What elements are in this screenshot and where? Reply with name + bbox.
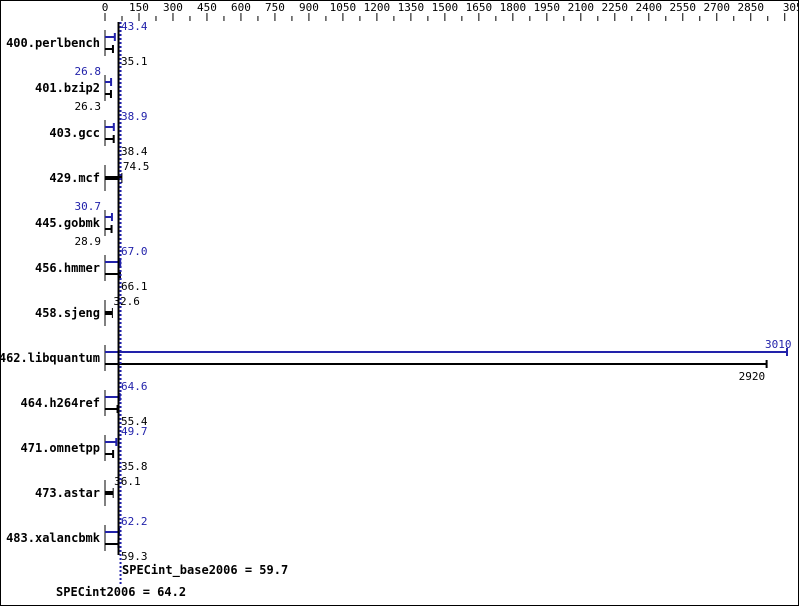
benchmark-label: 483.xalancbmk: [6, 531, 101, 545]
base-value-label: 59.3: [121, 550, 148, 563]
peak-value-label: 30.7: [75, 200, 102, 213]
peak-value-label: 43.4: [121, 20, 148, 33]
base-value-label: 35.8: [121, 460, 148, 473]
peak-mean-label: SPECint2006 = 64.2: [56, 585, 186, 599]
benchmark-label: 473.astar: [35, 486, 100, 500]
base-value-label: 28.9: [75, 235, 102, 248]
base-bar: [105, 176, 122, 180]
base-value-label: 66.1: [121, 280, 148, 293]
benchmark-label: 400.perlbench: [6, 36, 100, 50]
benchmark-label: 429.mcf: [49, 171, 100, 185]
base-value-label: 26.3: [75, 100, 102, 113]
x-tick-label: 1650: [466, 1, 493, 14]
benchmark-label: 401.bzip2: [35, 81, 100, 95]
x-tick-label: 1350: [398, 1, 425, 14]
peak-value-label: 26.8: [75, 65, 102, 78]
x-tick-label: 2550: [670, 1, 697, 14]
x-tick-label: 2700: [704, 1, 731, 14]
peak-value-label: 64.6: [121, 380, 148, 393]
base-mean-label: SPECint_base2006 = 59.7: [122, 563, 288, 578]
x-tick-label: 600: [231, 1, 251, 14]
x-tick-label: 300: [163, 1, 183, 14]
x-tick-label: 2850: [737, 1, 764, 14]
benchmark-label: 445.gobmk: [35, 216, 101, 230]
base-value-label: 35.1: [121, 55, 148, 68]
x-tick-label: 2250: [602, 1, 629, 14]
x-tick-label: 1800: [500, 1, 527, 14]
benchmark-label: 464.h264ref: [21, 396, 100, 410]
benchmark-label: 462.libquantum: [0, 351, 100, 365]
x-tick-label: 900: [299, 1, 319, 14]
x-tick-label: 1950: [534, 1, 561, 14]
base-bar: [105, 491, 114, 495]
benchmark-label: 471.omnetpp: [21, 441, 100, 455]
x-tick-label: 1050: [330, 1, 357, 14]
peak-value-label: 49.7: [121, 425, 148, 438]
benchmark-label: 403.gcc: [49, 126, 100, 140]
peak-value-label: 62.2: [121, 515, 148, 528]
x-tick-label: 2400: [636, 1, 663, 14]
base-value-label: 74.5: [123, 160, 150, 173]
peak-value-label: 67.0: [121, 245, 148, 258]
base-value-label: 38.4: [121, 145, 148, 158]
peak-value-label: 3010: [765, 338, 792, 351]
x-tick-label: 450: [197, 1, 217, 14]
benchmark-label: 458.sjeng: [35, 306, 100, 320]
x-tick-label: 750: [265, 1, 285, 14]
base-bar: [105, 311, 113, 315]
x-tick-label: 3050: [783, 1, 799, 14]
base-value-label: 55.4: [121, 415, 148, 428]
x-tick-label: 2100: [568, 1, 595, 14]
x-tick-label: 0: [102, 1, 109, 14]
base-value-label: 2920: [739, 370, 766, 383]
peak-value-label: 38.9: [121, 110, 148, 123]
x-tick-label: 1200: [364, 1, 391, 14]
base-value-label: 32.6: [113, 295, 140, 308]
x-tick-label: 1500: [432, 1, 459, 14]
x-tick-label: 150: [129, 1, 149, 14]
benchmark-label: 456.hmmer: [35, 261, 100, 275]
